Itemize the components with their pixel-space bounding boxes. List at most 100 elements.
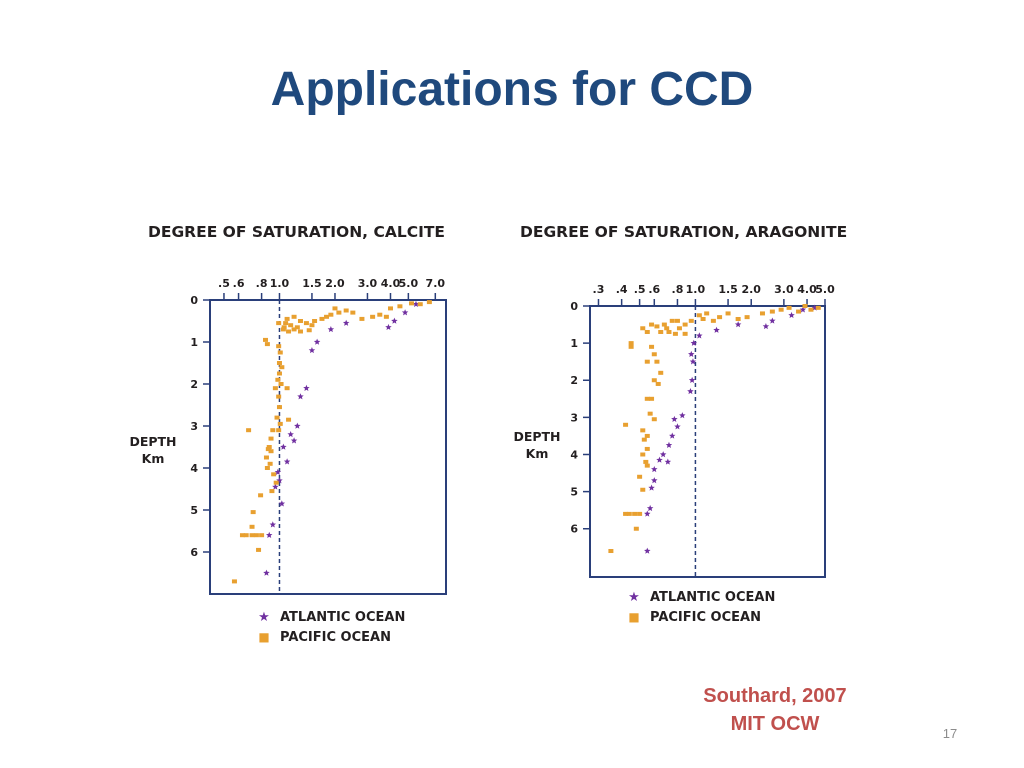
y-axis-label-line1: DEPTH — [513, 429, 561, 444]
atlantic-data-point — [651, 477, 658, 484]
x-tick-label: .8 — [256, 277, 268, 290]
pacific-data-point — [265, 447, 271, 452]
pacific-data-point — [264, 342, 270, 347]
pacific-data-point — [637, 474, 643, 479]
pacific-data-point — [658, 370, 664, 375]
y-axis-label-line2: Km — [141, 451, 165, 466]
atlantic-data-point — [280, 443, 287, 450]
pacific-data-point — [815, 305, 821, 310]
star-marker-icon: ★ — [258, 609, 270, 625]
atlantic-data-point — [327, 326, 335, 333]
pacific-data-point — [258, 493, 264, 498]
x-tick-label: 4.0 — [381, 277, 401, 290]
pacific-data-point — [626, 511, 632, 516]
pacific-data-point — [644, 396, 650, 401]
pacific-data-point — [259, 533, 265, 538]
pacific-data-point — [633, 526, 639, 531]
legend-item-atlantic: ★ ATLANTIC OCEAN — [626, 587, 775, 607]
atlantic-data-point — [412, 300, 420, 307]
x-tick-label: .5 — [218, 277, 230, 290]
atlantic-data-point — [665, 441, 673, 448]
pacific-data-point — [640, 428, 646, 433]
pacific-data-point — [623, 422, 629, 427]
aragonite-chart-svg: .3 .4 .5.6 .8 1.0 1.5 2.0 3.0 4.05.0 0 1 2 3 4 5 6 — [570, 283, 835, 578]
atlantic-data-point — [290, 437, 298, 444]
pacific-data-point — [637, 511, 643, 516]
y-tick-label: 1 — [570, 337, 578, 350]
pacific-data-point — [309, 323, 315, 328]
pacific-data-point — [696, 313, 702, 318]
pacific-data-point — [397, 304, 403, 309]
pacific-data-point — [672, 331, 678, 336]
y-tick-label: 6 — [570, 523, 578, 536]
pacific-data-point — [239, 533, 245, 538]
square-marker-icon: ■ — [258, 630, 270, 644]
pacific-data-point — [644, 433, 650, 438]
pacific-data-point — [682, 322, 688, 327]
atlantic-data-point — [671, 415, 678, 422]
y-tick-label: 3 — [570, 411, 578, 424]
pacific-data-point — [294, 325, 300, 330]
pacific-data-point — [279, 365, 285, 370]
pacific-data-point — [651, 417, 657, 422]
pacific-data-point — [387, 306, 393, 311]
atlantic-data-point — [651, 465, 658, 473]
pacific-data-point — [343, 308, 349, 313]
pacific-data-point — [268, 436, 274, 441]
pacific-data-point — [735, 316, 741, 321]
atlantic-data-point — [688, 376, 696, 383]
atlantic-data-point — [696, 332, 703, 339]
atlantic-data-point — [811, 304, 818, 311]
pacific-data-point — [249, 524, 255, 529]
pacific-data-point — [370, 314, 376, 319]
pacific-data-point — [644, 359, 650, 364]
atlantic-data-point — [266, 531, 273, 538]
pacific-data-point — [651, 352, 657, 357]
legend-label: PACIFIC OCEAN — [280, 629, 391, 645]
x-tick-label: .8 — [672, 283, 684, 296]
pacific-data-point — [700, 316, 706, 321]
pacific-data-point — [725, 311, 731, 316]
pacific-data-point — [640, 326, 646, 331]
pacific-data-point — [303, 321, 309, 326]
y-tick-label: 3 — [190, 420, 198, 433]
pacific-data-point — [417, 302, 423, 307]
pacific-data-point — [256, 547, 262, 552]
x-tick-label: 3.0 — [358, 277, 378, 290]
citation-author: Southard, 2007 — [703, 685, 847, 707]
atlantic-data-point — [272, 483, 279, 490]
pacific-data-point — [253, 533, 259, 538]
pacific-data-point — [769, 309, 775, 314]
atlantic-data-point — [294, 422, 301, 429]
x-tick-label: 2.0 — [325, 277, 345, 290]
atlantic-data-point — [648, 484, 655, 491]
pacific-data-point — [359, 316, 365, 321]
y-tick-label: 6 — [190, 546, 198, 559]
atlantic-data-point — [313, 338, 321, 345]
pacific-data-point — [628, 344, 634, 349]
atlantic-data-point — [769, 317, 776, 324]
legend-item-atlantic: ★ ATLANTIC OCEAN — [256, 607, 405, 627]
x-tick-label: 4.0 — [797, 283, 817, 296]
pacific-data-point — [664, 326, 670, 331]
y-tick-label: 1 — [190, 336, 198, 349]
atlantic-data-point — [788, 311, 795, 319]
pacific-data-point — [324, 314, 330, 319]
y-tick-label: 4 — [570, 448, 578, 461]
pacific-data-point — [246, 428, 252, 433]
pacific-data-point — [250, 510, 256, 515]
pacific-data-point — [286, 417, 292, 422]
x-tick-label: .5 — [634, 283, 646, 296]
x-tick-label: 1.5 — [302, 277, 322, 290]
pacific-data-point — [297, 329, 303, 334]
pacific-data-point — [276, 394, 282, 399]
atlantic-data-point — [687, 387, 694, 395]
pacific-data-point — [288, 323, 294, 328]
pacific-data-point — [377, 312, 383, 317]
pacific-data-point — [744, 315, 750, 320]
atlantic-data-point — [689, 358, 697, 365]
pacific-data-point — [280, 327, 286, 332]
y-axis-label: DEPTH Km — [120, 433, 186, 467]
x-tick-label: 3.0 — [774, 283, 794, 296]
calcite-chart-svg: .5.6 .8 1.0 1.5 2.0 3.0 4.05.0 7.0 0 1 2 3 4 5 6 — [190, 277, 447, 595]
